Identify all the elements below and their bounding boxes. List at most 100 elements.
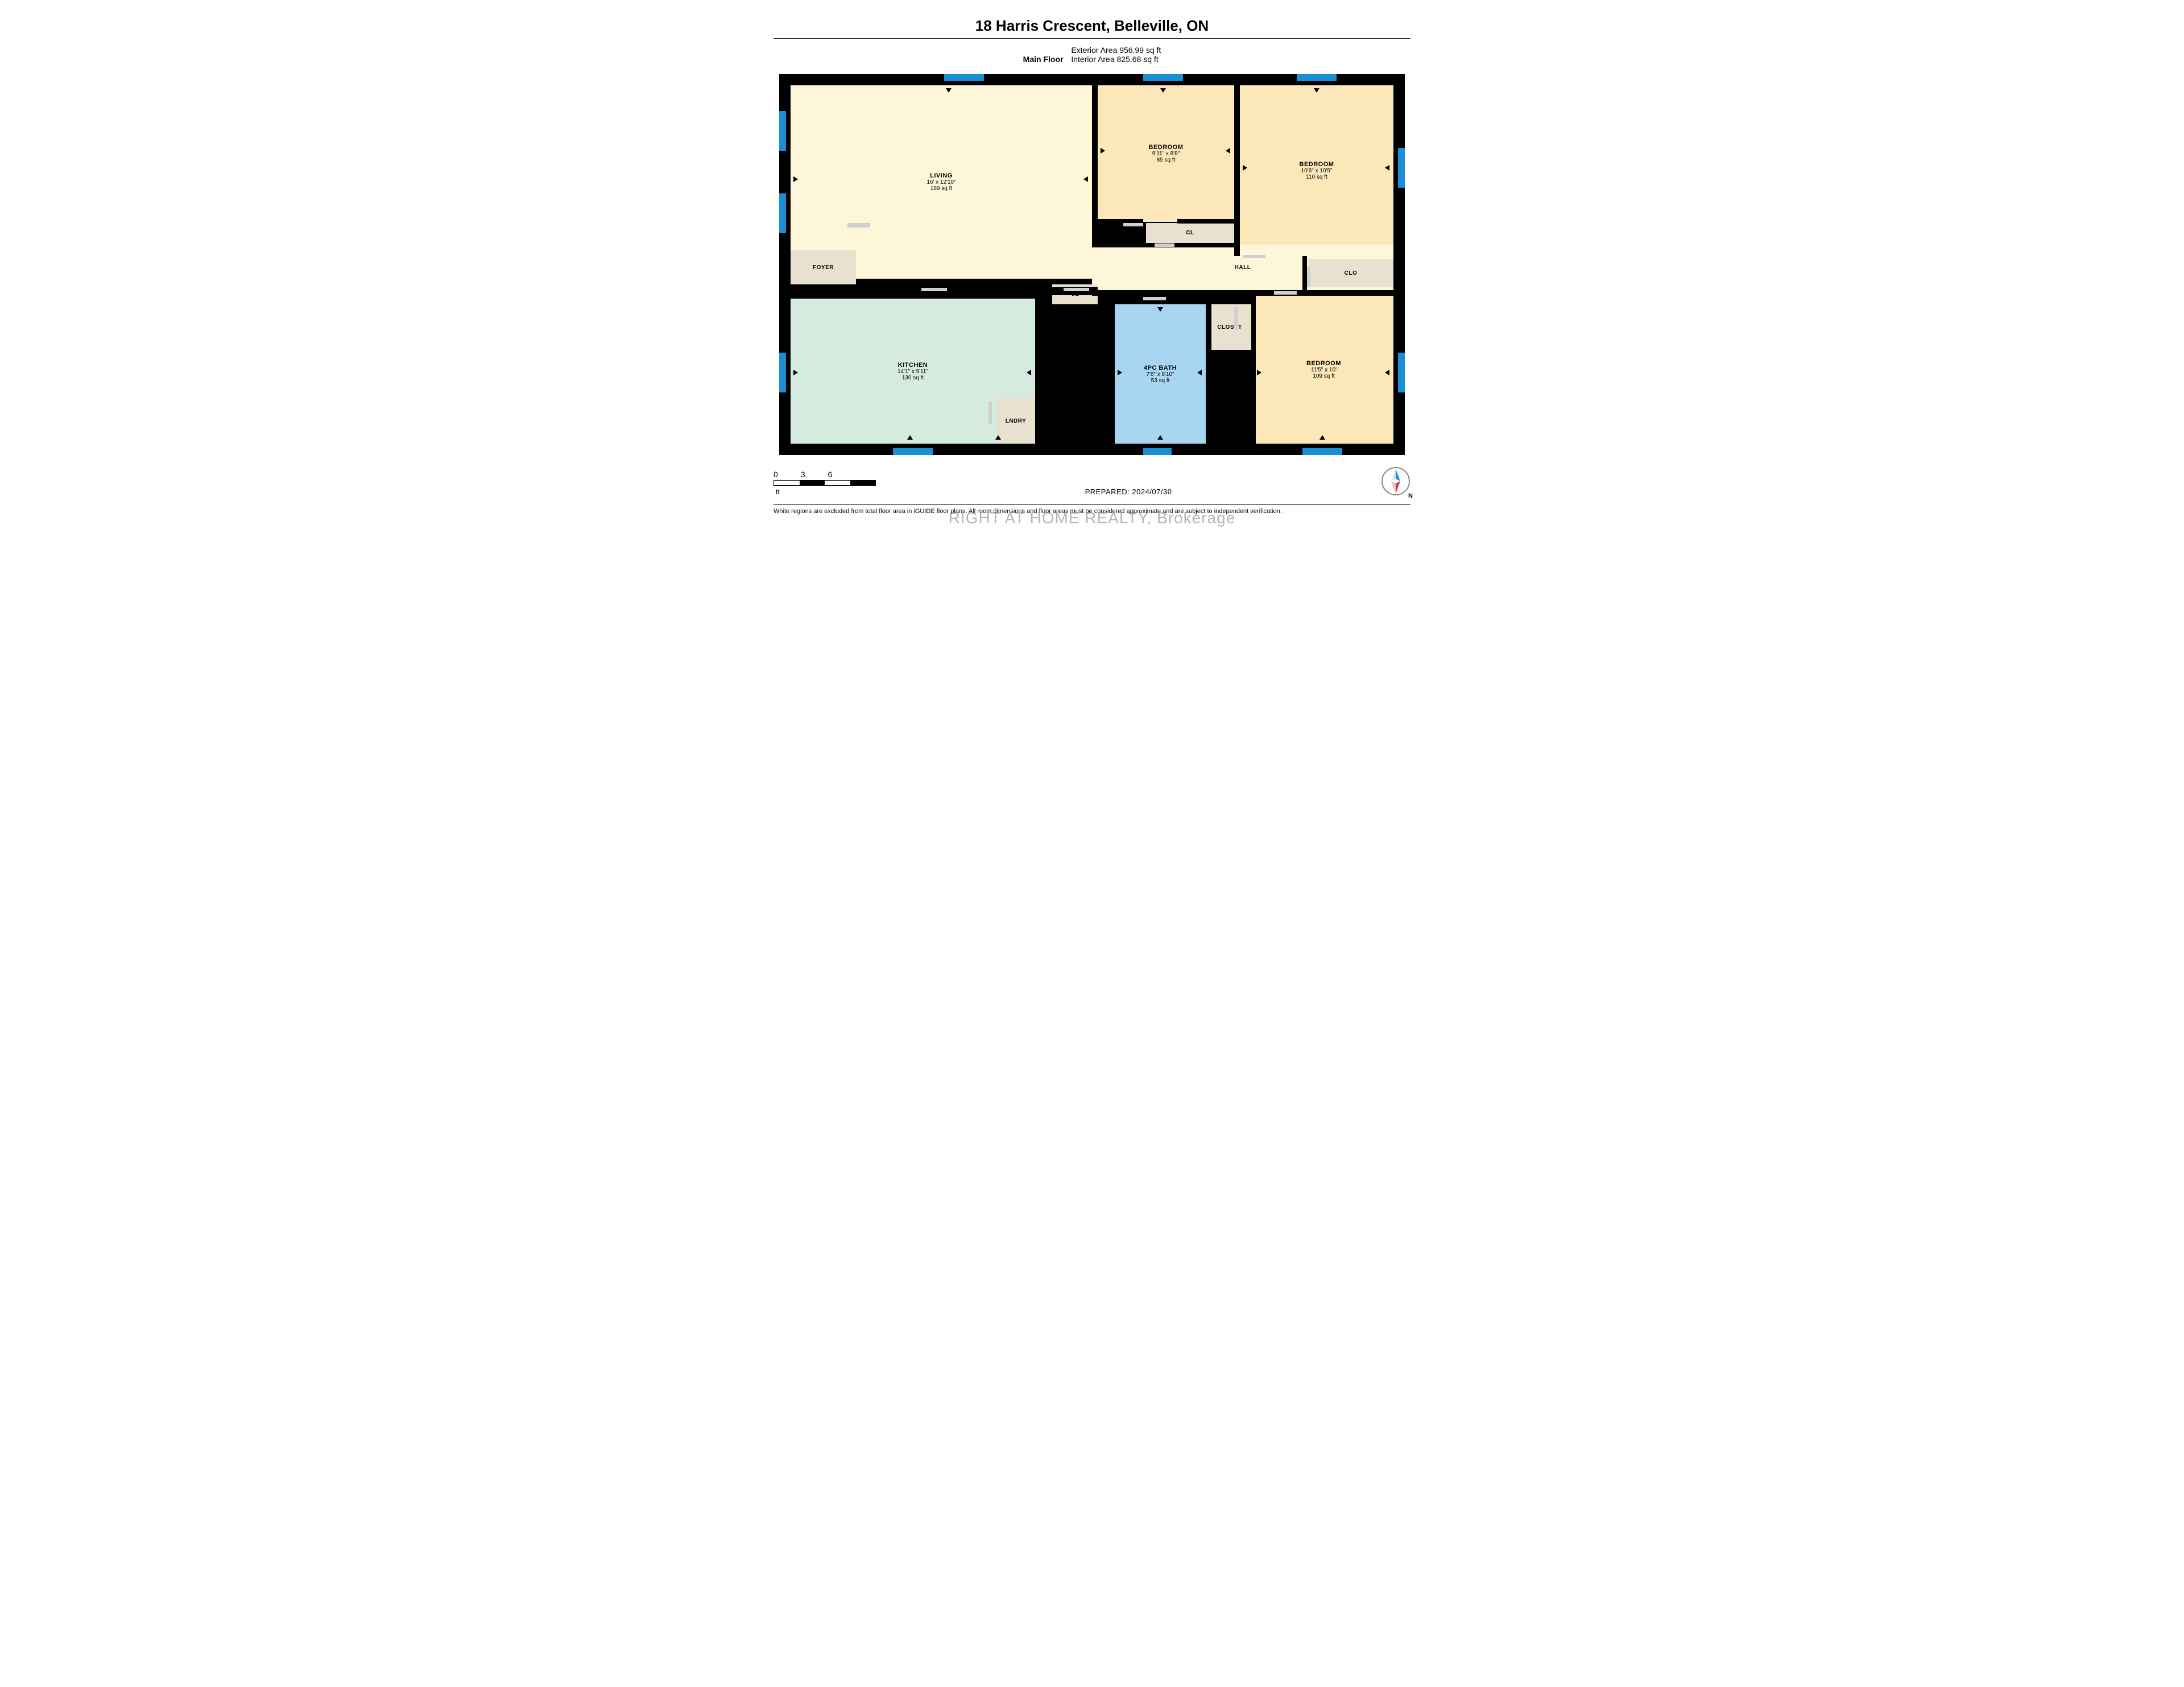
page-title: 18 Harris Crescent, Belleville, ON bbox=[774, 17, 1410, 35]
door-marker bbox=[988, 401, 992, 424]
room-label: CLOSET bbox=[1217, 324, 1242, 330]
room-area: 110 sq ft bbox=[1306, 174, 1327, 180]
compass-n-label: N bbox=[1408, 493, 1413, 499]
interior-wall bbox=[1106, 296, 1115, 444]
door-marker bbox=[1123, 223, 1143, 226]
door-marker bbox=[1155, 243, 1174, 247]
room-dim: 7'6" x 8'10" bbox=[1146, 371, 1174, 378]
dimension-arrow-icon bbox=[1257, 370, 1261, 375]
interior-wall bbox=[1302, 256, 1307, 290]
room-area: 189 sq ft bbox=[930, 185, 952, 192]
door-marker bbox=[1234, 307, 1238, 330]
footer-rule bbox=[774, 504, 1410, 505]
door-marker bbox=[1064, 288, 1089, 291]
door-marker bbox=[1243, 255, 1265, 258]
interior-area: Interior Area 825.68 sq ft bbox=[1071, 55, 1161, 64]
room-dim: 14'1" x 9'11" bbox=[897, 369, 928, 375]
interior-wall bbox=[1035, 299, 1046, 444]
window-marker bbox=[779, 111, 786, 151]
window-marker bbox=[1398, 353, 1405, 392]
dimension-arrow-icon bbox=[1385, 370, 1389, 375]
scale-segment bbox=[850, 481, 876, 485]
dimension-arrow-icon bbox=[1157, 307, 1163, 312]
dimension-arrow-icon bbox=[1118, 370, 1122, 375]
dimension-arrow-icon bbox=[1243, 165, 1247, 171]
scale-segment bbox=[774, 481, 800, 485]
dimension-arrow-icon bbox=[1226, 148, 1230, 154]
dimension-arrow-icon bbox=[907, 435, 913, 440]
room-bedroom_br: BEDROOM11'5" x 10'109 sq ft bbox=[1254, 296, 1393, 444]
door-marker bbox=[921, 288, 947, 291]
interior-wall bbox=[1092, 290, 1291, 296]
room-label: CL bbox=[1186, 230, 1194, 236]
dimension-arrow-icon bbox=[1101, 148, 1105, 154]
window-marker bbox=[1398, 148, 1405, 188]
window-marker bbox=[1143, 74, 1183, 81]
dimension-arrow-icon bbox=[1027, 370, 1031, 375]
room-label: CLO bbox=[1345, 270, 1358, 276]
room-closet_b: CLOSET bbox=[1207, 304, 1252, 350]
window-marker bbox=[1302, 448, 1342, 455]
interior-wall bbox=[1234, 85, 1240, 256]
window-marker bbox=[944, 74, 984, 81]
room-area: 53 sq ft bbox=[1151, 378, 1170, 384]
window-marker bbox=[779, 193, 786, 233]
dimension-arrow-icon bbox=[1160, 88, 1166, 93]
dimension-arrow-icon bbox=[1083, 176, 1088, 182]
room-label: BEDROOM bbox=[1300, 161, 1334, 168]
room-label: KITCHEN bbox=[898, 362, 928, 369]
room-bath: 4PC BATH7'6" x 8'10"53 sq ft bbox=[1115, 304, 1206, 444]
window-marker bbox=[1297, 74, 1337, 81]
scale-num-0: 0 bbox=[774, 470, 778, 479]
room-clo_r: CLO bbox=[1308, 259, 1393, 287]
floor-plan: LIVING16' x 12'10"189 sq ftBEDROOM9'11" … bbox=[779, 74, 1405, 455]
window-marker bbox=[1143, 448, 1172, 455]
dimension-arrow-icon bbox=[1385, 165, 1389, 171]
dimension-arrow-icon bbox=[995, 435, 1001, 440]
dimension-arrow-icon bbox=[1314, 88, 1320, 93]
door-marker bbox=[1274, 291, 1297, 295]
prepared-date: PREPARED: 2024/07/30 bbox=[1085, 487, 1172, 496]
room-dim: 16' x 12'10" bbox=[926, 179, 956, 185]
interior-wall bbox=[1177, 219, 1234, 224]
scale-unit: ft bbox=[776, 488, 780, 496]
dimension-arrow-icon bbox=[946, 88, 952, 93]
door-marker bbox=[1143, 297, 1166, 300]
dimension-arrow-icon bbox=[1157, 435, 1163, 440]
scale-num-1: 3 bbox=[801, 470, 805, 479]
room-label: LNDRY bbox=[1006, 418, 1027, 424]
interior-wall bbox=[1092, 85, 1098, 222]
room-cl_top: CL bbox=[1146, 223, 1234, 243]
interior-wall bbox=[1206, 350, 1254, 354]
room-dim: 10'6" x 10'5" bbox=[1301, 168, 1333, 174]
room-label: BEDROOM bbox=[1306, 360, 1341, 367]
scale-segment bbox=[800, 481, 825, 485]
interior-wall bbox=[1206, 296, 1211, 353]
room-label: BEDROOM bbox=[1149, 144, 1184, 151]
room-dim: 9'11" x 8'8" bbox=[1152, 151, 1180, 157]
door-marker bbox=[1307, 267, 1310, 287]
room-label: HALL bbox=[1235, 264, 1251, 271]
floor-label: Main Floor bbox=[1023, 55, 1064, 64]
room-lndry: LNDRY bbox=[996, 398, 1035, 444]
scale-num-2: 6 bbox=[828, 470, 833, 479]
meta-block: Main Floor Exterior Area 956.99 sq ft In… bbox=[774, 46, 1410, 64]
dimension-arrow-icon bbox=[1320, 435, 1325, 440]
room-area: 130 sq ft bbox=[902, 375, 924, 381]
scale-segment bbox=[825, 481, 850, 485]
exterior-area: Exterior Area 956.99 sq ft bbox=[1071, 46, 1161, 55]
room-label: FOYER bbox=[813, 264, 834, 271]
room-label: LIVING bbox=[930, 172, 953, 179]
door-marker bbox=[847, 223, 870, 228]
title-rule bbox=[774, 38, 1410, 39]
room-dim: 11'5" x 10' bbox=[1311, 367, 1337, 373]
room-area: 109 sq ft bbox=[1313, 373, 1334, 379]
dimension-arrow-icon bbox=[1197, 370, 1202, 375]
room-bedroom_r: BEDROOM10'6" x 10'5"110 sq ft bbox=[1240, 85, 1393, 256]
disclaimer-text: White regions are excluded from total fl… bbox=[774, 508, 1410, 515]
dimension-arrow-icon bbox=[793, 370, 798, 375]
room-living: LIVING16' x 12'10"189 sq ft bbox=[791, 85, 1092, 279]
room-bedroom_c: BEDROOM9'11" x 8'8"85 sq ft bbox=[1098, 85, 1234, 222]
room-foyer: FOYER bbox=[791, 250, 856, 284]
compass-icon: N bbox=[1381, 466, 1410, 496]
